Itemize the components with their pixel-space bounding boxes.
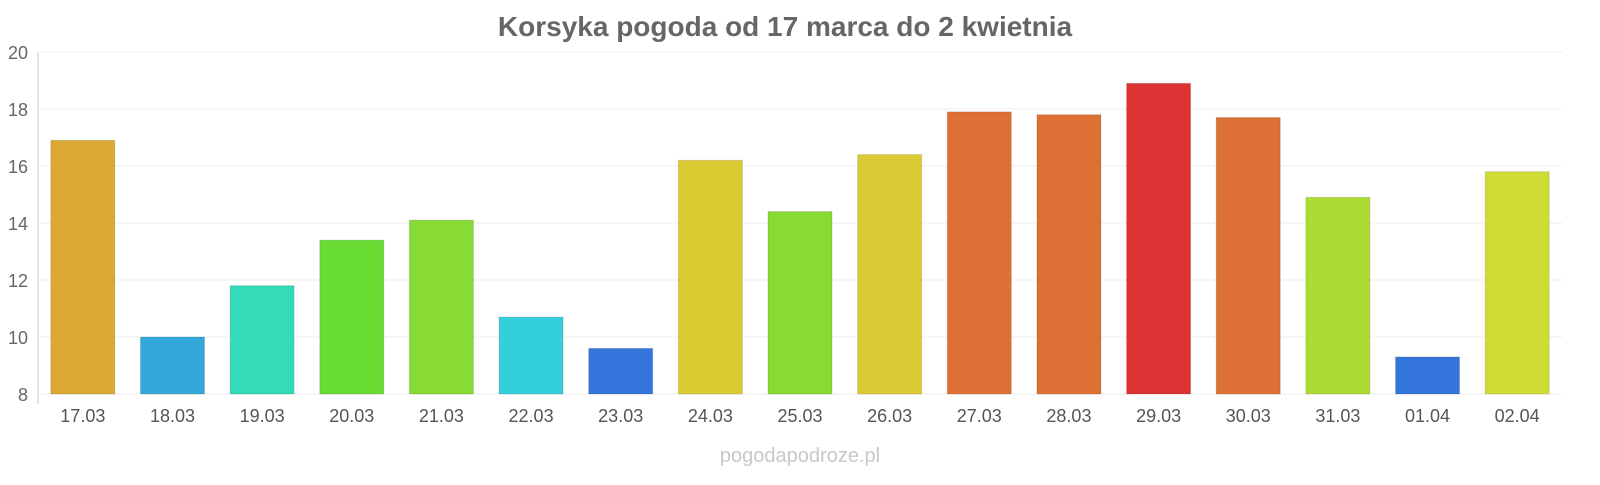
- x-tick-label: 25.03: [777, 406, 822, 426]
- bar-31.03[interactable]: [1305, 196, 1371, 395]
- x-tick-label: 29.03: [1136, 406, 1181, 426]
- y-tick-label: 18: [8, 100, 28, 120]
- y-tick-label: 20: [8, 43, 28, 63]
- chart-title: Korsyka pogoda od 17 marca do 2 kwietnia: [498, 11, 1073, 42]
- y-tick-label: 12: [8, 271, 28, 291]
- x-tick-label: 26.03: [867, 406, 912, 426]
- x-tick-label: 20.03: [329, 406, 374, 426]
- bar-19.03[interactable]: [229, 285, 295, 395]
- x-tick-label: 23.03: [598, 406, 643, 426]
- bar-28.03[interactable]: [1036, 114, 1102, 395]
- bar-21.03[interactable]: [408, 219, 474, 395]
- x-tick-label: 24.03: [688, 406, 733, 426]
- y-tick-label: 10: [8, 328, 28, 348]
- x-tick-label: 19.03: [240, 406, 285, 426]
- x-tick-label: 30.03: [1226, 406, 1271, 426]
- bar-23.03[interactable]: [588, 347, 654, 395]
- bar-27.03[interactable]: [946, 111, 1012, 395]
- bar-20.03[interactable]: [319, 239, 385, 395]
- x-tick-label: 28.03: [1046, 406, 1091, 426]
- y-tick-label: 8: [18, 385, 28, 405]
- x-tick-label: 02.04: [1495, 406, 1540, 426]
- bar-29.03[interactable]: [1126, 82, 1192, 395]
- x-tick-label: 17.03: [60, 406, 105, 426]
- bar-25.03[interactable]: [767, 211, 833, 395]
- x-tick-label: 18.03: [150, 406, 195, 426]
- bar-22.03[interactable]: [498, 316, 564, 395]
- bar-24.03[interactable]: [677, 159, 743, 395]
- bar-01.04[interactable]: [1395, 356, 1461, 395]
- x-tick-label: 01.04: [1405, 406, 1450, 426]
- bar-18.03[interactable]: [139, 336, 205, 395]
- watermark: pogodapodroze.pl: [720, 445, 880, 467]
- x-tick-label: 22.03: [509, 406, 554, 426]
- x-tick-label: 31.03: [1315, 406, 1360, 426]
- y-tick-label: 16: [8, 157, 28, 177]
- x-tick-label: 21.03: [419, 406, 464, 426]
- y-tick-label: 14: [8, 214, 28, 234]
- x-tick-label: 27.03: [957, 406, 1002, 426]
- bar-17.03[interactable]: [50, 139, 116, 395]
- bar-26.03[interactable]: [857, 154, 923, 395]
- bar-02.04[interactable]: [1484, 171, 1550, 395]
- bar-30.03[interactable]: [1215, 117, 1281, 395]
